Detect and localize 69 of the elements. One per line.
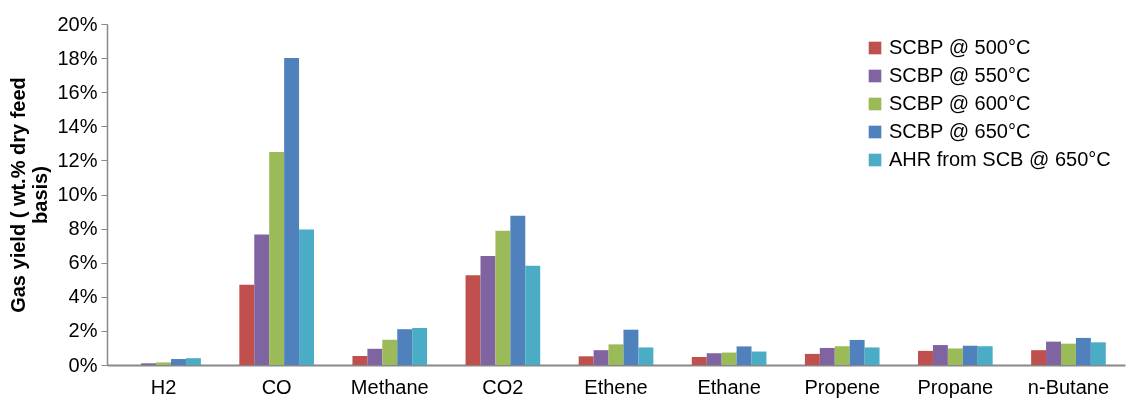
bar (962, 345, 978, 365)
y-tick-label: 12% (57, 148, 98, 171)
bar (804, 353, 820, 365)
bar (412, 328, 428, 365)
bar (593, 350, 609, 365)
x-tick-label: Propane (917, 375, 994, 398)
legend-label: SCBP @ 650°C (889, 120, 1031, 142)
bar (1090, 342, 1106, 365)
bar (706, 353, 722, 365)
bar (1046, 341, 1061, 365)
bar (918, 350, 933, 365)
bar (834, 346, 850, 365)
legend-label: AHR from SCB @ 650°C (889, 148, 1111, 170)
bar (1060, 343, 1076, 365)
x-tick-label: Ethene (584, 375, 648, 398)
bar (947, 348, 963, 365)
bar (932, 345, 948, 365)
y-tick-label: 8% (68, 217, 98, 240)
bar (284, 58, 300, 365)
bar (525, 265, 541, 365)
bar (367, 348, 383, 365)
bar (691, 356, 707, 365)
bar (849, 339, 865, 365)
x-tick-label: CO (261, 375, 292, 398)
bar (1075, 337, 1091, 365)
y-tick-label: 16% (57, 80, 98, 103)
bar (465, 275, 481, 365)
bar (864, 347, 880, 365)
legend-label: SCBP @ 500°C (889, 36, 1031, 58)
y-tick-label: 18% (57, 46, 98, 69)
bar (578, 356, 594, 365)
bar (751, 351, 767, 365)
bar (736, 346, 752, 365)
legend-label: SCBP @ 550°C (889, 64, 1031, 86)
x-tick-label: Methane (350, 375, 429, 398)
bar (977, 346, 993, 365)
bar (495, 230, 511, 365)
legend-label: SCBP @ 600°C (889, 92, 1031, 114)
bar (1031, 350, 1047, 365)
x-tick-label: Ethane (697, 375, 761, 398)
y-tick-label: 10% (57, 183, 98, 205)
y-tick-label: 0% (68, 353, 98, 376)
bar (480, 255, 496, 365)
bar (185, 358, 201, 365)
bar (623, 329, 639, 365)
bar (382, 339, 398, 365)
bar (352, 355, 368, 365)
y-tick-label: 2% (68, 319, 98, 342)
y-tick-label: 20% (57, 12, 98, 35)
y-tick-label: 14% (57, 114, 98, 137)
y-axis-title: Gas yield ( wt.% dry feed basis) (7, 77, 52, 313)
y-tick-label: 6% (68, 251, 98, 274)
bar (254, 234, 270, 365)
y-tick-label: 4% (68, 285, 98, 308)
bar (299, 229, 314, 365)
bar (721, 352, 737, 365)
x-tick-label: n-Butane (1027, 375, 1110, 398)
bar (819, 347, 835, 365)
bar (239, 284, 255, 365)
bar (397, 329, 413, 365)
bar (269, 151, 285, 365)
bar (156, 362, 172, 365)
x-tick-label: Propene (804, 375, 881, 398)
bar (171, 359, 186, 365)
bar (608, 344, 624, 365)
bar (510, 215, 526, 365)
x-tick-label: CO2 (482, 375, 524, 398)
bar (638, 347, 654, 365)
x-tick-label: H2 (150, 375, 177, 398)
